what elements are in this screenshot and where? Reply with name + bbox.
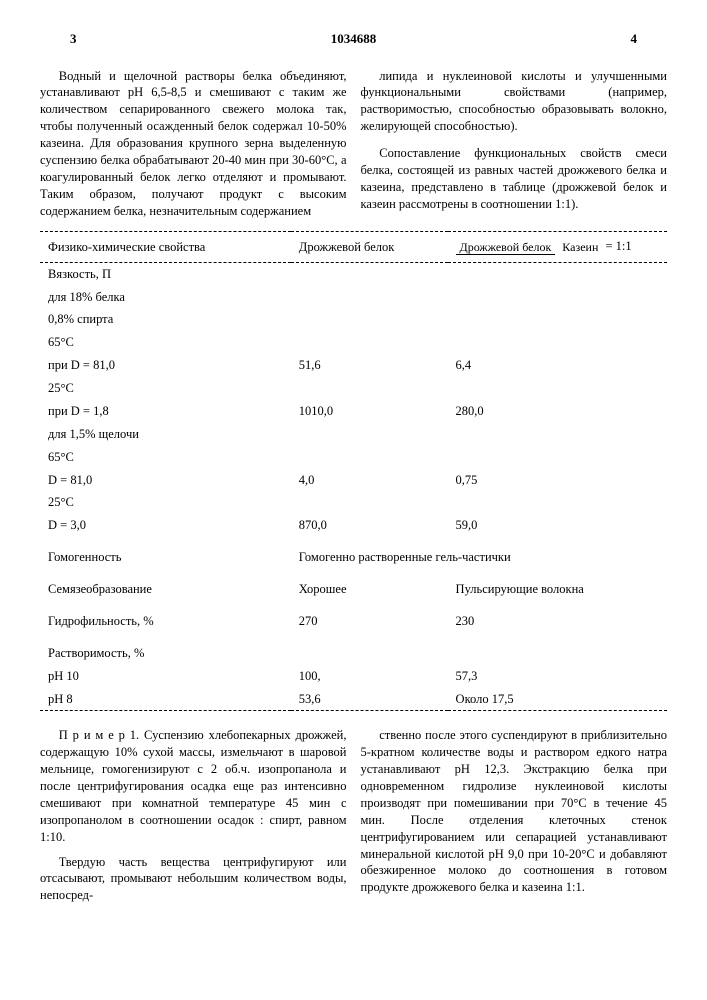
cell-value-2: [448, 331, 667, 354]
cell-value-2: [448, 286, 667, 309]
cell-value-1: [291, 331, 448, 354]
cell-label: D = 3,0: [40, 514, 291, 537]
table-row: pH 10100,57,3: [40, 665, 667, 688]
cell-value-2: 230: [448, 601, 667, 633]
bottom-columns: П р и м е р 1. Суспензию хлебопекарных д…: [40, 727, 667, 904]
cell-value-2: [448, 423, 667, 446]
cell-value-1: 51,6: [291, 354, 448, 377]
table-row: D = 81,04,00,75: [40, 469, 667, 492]
cell-value-2: 57,3: [448, 665, 667, 688]
ratio-top: Дрожжевой белок: [456, 240, 556, 255]
top-columns: Водный и щелочной растворы белка объедин…: [40, 68, 667, 220]
page-num-right: 4: [631, 30, 638, 48]
cell-value-1: [291, 262, 448, 285]
right-para-2: Сопоставление функциональных свойств сме…: [361, 145, 668, 213]
cell-value-2: [448, 377, 667, 400]
right-para-1: липида и нуклеиновой кислоты и улучшенны…: [361, 68, 668, 136]
cell-label: D = 81,0: [40, 469, 291, 492]
cell-value-2: [448, 446, 667, 469]
cell-value-1: [291, 446, 448, 469]
cell-value-1: [291, 286, 448, 309]
cell-value-span: Гомогенно растворенные гель-частички: [291, 537, 667, 569]
table-row: Гидрофильность, %270230: [40, 601, 667, 633]
table-row: 25°С: [40, 491, 667, 514]
cell-value-2: 6,4: [448, 354, 667, 377]
cell-label: 25°С: [40, 491, 291, 514]
cell-label: 0,8% спирта: [40, 308, 291, 331]
cell-value-1: [291, 308, 448, 331]
patent-number: 1034688: [331, 30, 377, 48]
cell-label: Растворимость, %: [40, 633, 291, 665]
cell-value-1: 1010,0: [291, 400, 448, 423]
cell-value-1: [291, 423, 448, 446]
example-para-2: Твердую часть вещества центрифугируют ил…: [40, 854, 347, 905]
cell-value-1: 870,0: [291, 514, 448, 537]
top-column-left: Водный и щелочной растворы белка объедин…: [40, 68, 347, 220]
table-row: 0,8% спирта: [40, 308, 667, 331]
table-row: СемязеобразованиеХорошееПульсирующие вол…: [40, 569, 667, 601]
cell-value-1: [291, 633, 448, 665]
bottom-column-right: ственно после этого суспендируют в прибл…: [361, 727, 668, 904]
ratio-bot: Казеин: [558, 240, 602, 254]
cell-label: Семязеобразование: [40, 569, 291, 601]
ratio-eq: = 1:1: [602, 239, 631, 253]
properties-table: Физико-химические свойства Дрожжевой бел…: [40, 231, 667, 713]
table-row: 65°С: [40, 331, 667, 354]
cell-label: для 1,5% щелочи: [40, 423, 291, 446]
cell-value-2: Пульсирующие волокна: [448, 569, 667, 601]
example-para-3: ственно после этого суспендируют в прибл…: [361, 727, 668, 896]
table-row: Вязкость, П: [40, 262, 667, 285]
table-body: Вязкость, Пдля 18% белка0,8% спирта65°Сп…: [40, 262, 667, 711]
table-row: при D = 1,81010,0280,0: [40, 400, 667, 423]
th-ratio: Дрожжевой белок Казеин = 1:1: [448, 232, 667, 262]
cell-value-2: [448, 633, 667, 665]
cell-label: pH 10: [40, 665, 291, 688]
cell-value-2: [448, 262, 667, 285]
example-para-1: П р и м е р 1. Суспензию хлебопекарных д…: [40, 727, 347, 845]
cell-value-2: 59,0: [448, 514, 667, 537]
table-row: при D = 81,051,66,4: [40, 354, 667, 377]
cell-value-1: 100,: [291, 665, 448, 688]
th-yeast: Дрожжевой белок: [291, 232, 448, 262]
bottom-column-left: П р и м е р 1. Суспензию хлебопекарных д…: [40, 727, 347, 904]
page-header: 3 1034688 4: [40, 30, 667, 48]
cell-value-1: 270: [291, 601, 448, 633]
table-row: для 1,5% щелочи: [40, 423, 667, 446]
page-num-left: 3: [70, 30, 77, 48]
cell-value-1: Хорошее: [291, 569, 448, 601]
cell-value-1: [291, 377, 448, 400]
cell-label: Гомогенность: [40, 537, 291, 569]
table-row: Растворимость, %: [40, 633, 667, 665]
cell-value-1: 53,6: [291, 688, 448, 711]
cell-value-2: Около 17,5: [448, 688, 667, 711]
th-property: Физико-химические свойства: [40, 232, 291, 262]
cell-label: 65°С: [40, 331, 291, 354]
table-row: для 18% белка: [40, 286, 667, 309]
cell-label: Вязкость, П: [40, 262, 291, 285]
table-row: 25°С: [40, 377, 667, 400]
table-row: 65°С: [40, 446, 667, 469]
cell-label: Гидрофильность, %: [40, 601, 291, 633]
cell-value-1: [291, 491, 448, 514]
cell-value-2: 0,75: [448, 469, 667, 492]
top-column-right: липида и нуклеиновой кислоты и улучшенны…: [361, 68, 668, 220]
cell-value-2: [448, 308, 667, 331]
left-para: Водный и щелочной растворы белка объедин…: [40, 68, 347, 220]
ratio-fraction: Дрожжевой белок Казеин: [456, 239, 603, 255]
cell-value-2: 280,0: [448, 400, 667, 423]
cell-value-1: 4,0: [291, 469, 448, 492]
table-row: pH 853,6Около 17,5: [40, 688, 667, 711]
cell-label: 25°С: [40, 377, 291, 400]
cell-value-2: [448, 491, 667, 514]
cell-label: 65°С: [40, 446, 291, 469]
table-row: ГомогенностьГомогенно растворенные гель-…: [40, 537, 667, 569]
cell-label: pH 8: [40, 688, 291, 711]
table-row: D = 3,0870,059,0: [40, 514, 667, 537]
cell-label: для 18% белка: [40, 286, 291, 309]
cell-label: при D = 1,8: [40, 400, 291, 423]
cell-label: при D = 81,0: [40, 354, 291, 377]
